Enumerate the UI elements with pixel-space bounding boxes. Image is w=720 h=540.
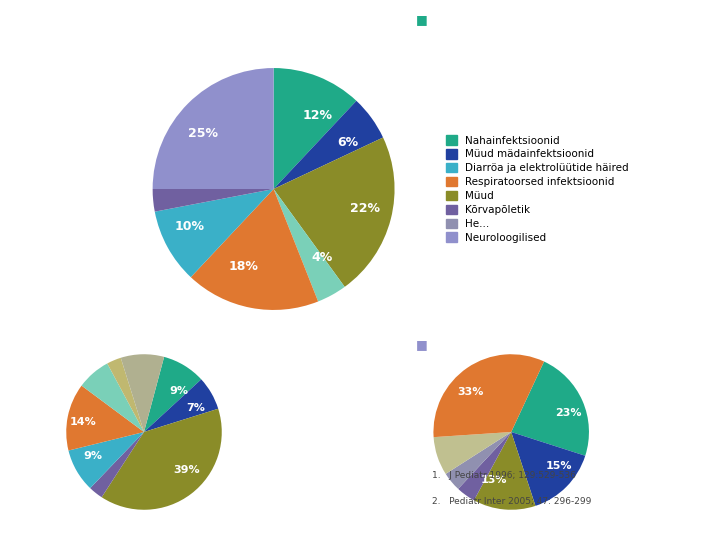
Text: 14%: 14% [70,417,96,428]
Text: 13%: 13% [480,475,507,485]
Wedge shape [107,358,144,432]
Text: 22%: 22% [350,202,379,215]
Text: 23%: 23% [555,408,582,418]
Wedge shape [153,68,274,189]
Wedge shape [274,68,356,189]
Text: 7%: 7% [186,403,204,413]
Text: 1.   J Pediatr 1996; 129:529-536: 1. J Pediatr 1996; 129:529-536 [432,471,576,480]
Wedge shape [81,363,144,432]
Wedge shape [155,189,274,277]
Wedge shape [121,354,164,432]
Text: 12%: 12% [302,110,333,123]
Text: 18%: 18% [229,260,259,273]
Text: 25%: 25% [188,127,218,140]
Text: 33%: 33% [458,387,484,397]
Text: 10%: 10% [175,220,204,233]
Wedge shape [191,189,318,310]
Wedge shape [458,432,511,500]
Wedge shape [474,432,536,510]
Wedge shape [511,432,585,506]
Wedge shape [102,409,222,510]
Wedge shape [274,101,383,189]
Text: 4%: 4% [312,252,333,265]
Wedge shape [144,357,201,432]
Text: 39%: 39% [173,465,199,475]
Wedge shape [446,432,511,489]
Wedge shape [90,432,144,497]
Text: 15%: 15% [546,461,572,471]
Wedge shape [144,380,218,432]
Wedge shape [433,432,511,474]
Wedge shape [433,354,544,437]
Text: 6%: 6% [337,136,359,149]
Text: 9%: 9% [84,451,102,461]
Legend: Nahainfektsioonid, Müud mädainfektsioonid, Diarröa ja elektrolüütide häired, Res: Nahainfektsioonid, Müud mädainfektsiooni… [445,134,629,244]
Wedge shape [274,138,395,287]
Wedge shape [274,189,345,301]
Wedge shape [66,386,144,450]
Text: ■: ■ [416,12,428,26]
Wedge shape [511,361,589,456]
Text: 2.   Pediatr Inter 2005; 47: 296-299: 2. Pediatr Inter 2005; 47: 296-299 [432,497,591,506]
Wedge shape [153,189,274,212]
Text: 9%: 9% [169,386,188,396]
Text: ■: ■ [416,338,428,352]
Wedge shape [68,432,144,488]
